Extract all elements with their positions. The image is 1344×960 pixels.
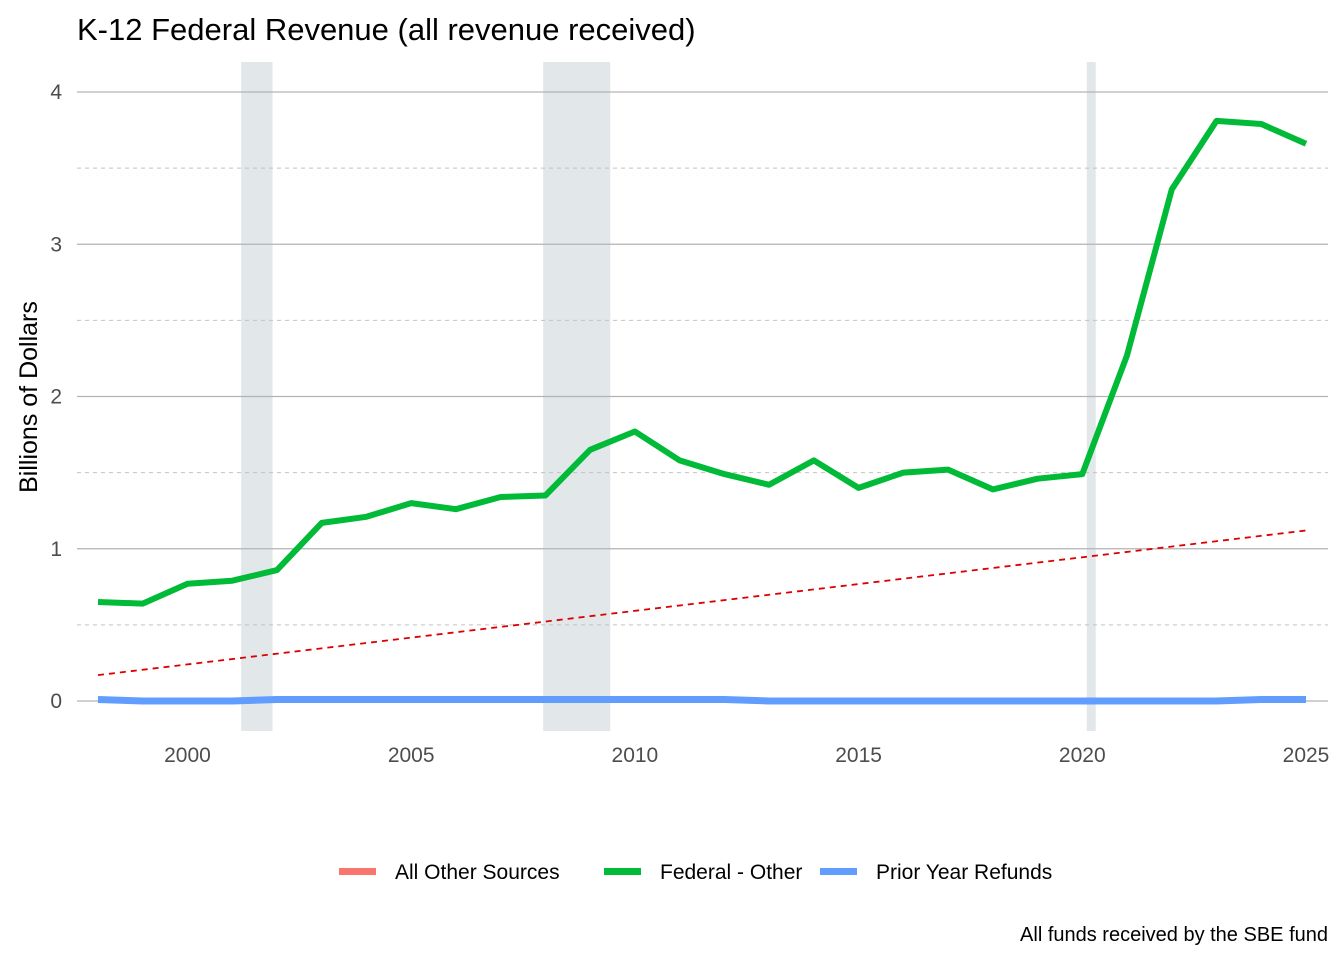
y-tick-label: 1 xyxy=(50,538,62,561)
legend-item: All Other Sources xyxy=(339,861,560,884)
series-lines xyxy=(97,117,1308,705)
x-tick-label: 2020 xyxy=(1059,744,1106,767)
y-tick-label: 3 xyxy=(50,233,62,256)
y-tick-label: 0 xyxy=(50,690,62,713)
y-axis-ticks: 0 1 2 3 4 xyxy=(50,81,62,713)
y-tick-label: 4 xyxy=(50,81,62,104)
legend-swatch xyxy=(339,868,376,875)
x-tick-label: 2025 xyxy=(1283,744,1330,767)
x-axis-ticks: 2000 2005 2010 2015 2020 2025 xyxy=(164,744,1329,767)
chart-caption: All funds received by the SBE fund xyxy=(1020,924,1328,946)
chart-title: K-12 Federal Revenue (all revenue receiv… xyxy=(77,12,696,47)
series-line-federal-other xyxy=(97,117,1308,607)
legend: All Other Sources Federal - Other Prior Ye… xyxy=(339,861,1052,884)
x-tick-label: 2005 xyxy=(388,744,435,767)
legend-swatch xyxy=(604,868,641,875)
legend-label: Prior Year Refunds xyxy=(876,861,1052,884)
legend-label: All Other Sources xyxy=(395,861,560,884)
x-tick-label: 2010 xyxy=(612,744,659,767)
legend-item: Federal - Other xyxy=(604,861,802,884)
y-tick-label: 2 xyxy=(50,386,62,409)
trend-line-layer xyxy=(97,529,1307,677)
y-axis-label: Billions of Dollars xyxy=(15,301,43,493)
legend-swatch xyxy=(820,868,857,875)
series-line-prior-year-refunds xyxy=(97,696,1306,705)
x-tick-label: 2015 xyxy=(835,744,882,767)
x-tick-label: 2000 xyxy=(164,744,211,767)
trend-line xyxy=(97,529,1307,677)
legend-item: Prior Year Refunds xyxy=(820,861,1052,884)
legend-label: Federal - Other xyxy=(660,861,802,884)
